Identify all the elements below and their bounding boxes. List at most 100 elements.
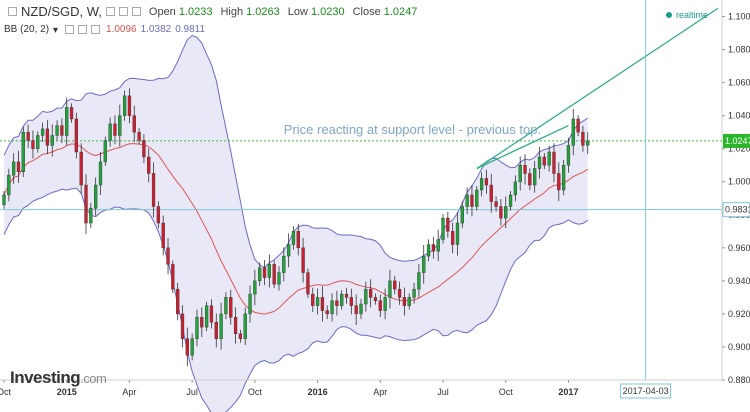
candle-body <box>441 217 445 240</box>
candle-body <box>455 222 460 245</box>
candle-body <box>233 317 238 334</box>
bb-settings-icon[interactable] <box>78 25 88 34</box>
candle-body <box>552 151 556 174</box>
candle-body <box>388 280 392 298</box>
candle-body <box>36 135 40 149</box>
candle-body <box>576 118 580 133</box>
bb-middle-line <box>3 143 589 315</box>
candle-body <box>108 123 112 141</box>
candle-body <box>446 217 450 232</box>
candle-body <box>504 206 508 219</box>
candle-body <box>176 288 180 315</box>
x-tick-label: Oct <box>248 387 263 397</box>
candle-body <box>195 317 199 339</box>
candle-body <box>547 151 551 166</box>
symbol-label: NZD/SGD, W, <box>21 4 102 19</box>
candle-body <box>204 305 209 328</box>
candle-body <box>436 239 440 252</box>
candle-body <box>397 288 402 298</box>
candle-body <box>306 272 310 295</box>
x-tick-label: 2015 <box>57 387 77 397</box>
cursor-date-label: 2017-04-03 <box>623 386 669 396</box>
candle-body <box>166 247 170 265</box>
trend-line <box>476 7 719 170</box>
candle-body <box>60 125 64 136</box>
candle-body <box>16 161 21 173</box>
candle-body <box>132 115 136 133</box>
x-tick-label: 2016 <box>308 387 328 397</box>
candle-body <box>586 140 590 146</box>
bb-close-icon[interactable] <box>91 25 101 34</box>
low-value: 1.0230 <box>310 5 345 18</box>
candle-body <box>156 206 161 224</box>
realtime-indicator: realtime <box>666 10 708 20</box>
visibility-toggle-icon[interactable] <box>8 7 17 16</box>
candle-body <box>431 244 436 252</box>
bb-dropdown-icon[interactable]: ▾ <box>53 25 59 36</box>
candle-body <box>335 300 339 306</box>
y-tick-label: 1.1000 <box>728 12 750 22</box>
ohlc-legend: NZD/SGD, W, Open 1.0233 High 1.0263 Low … <box>4 4 417 19</box>
candle-body <box>475 189 479 207</box>
candle-body <box>460 206 464 224</box>
candle-body <box>224 297 228 315</box>
settings-icon[interactable] <box>118 7 128 16</box>
candle-body <box>69 107 74 120</box>
candle-body <box>489 184 493 202</box>
high-label: High <box>220 5 244 18</box>
candle-body <box>378 300 382 311</box>
eye-icon[interactable] <box>105 7 115 16</box>
candle-body <box>229 297 233 318</box>
candle-body <box>55 125 59 136</box>
candle-body <box>161 222 165 249</box>
candle-body <box>7 174 11 196</box>
candle-body <box>89 207 93 224</box>
bb-band-fill <box>4 35 588 412</box>
candle-body <box>296 231 300 249</box>
candle-body <box>200 317 204 328</box>
bb-legend: BB (20, 2) ▾ 1.0096 1.0382 0.9811 <box>4 24 206 36</box>
candle-body <box>248 293 252 315</box>
candle-body <box>422 255 426 273</box>
candle-body <box>185 338 189 356</box>
high-value: 1.0263 <box>246 5 280 18</box>
candle-body <box>311 293 315 306</box>
candle-body <box>171 264 175 290</box>
candle-body <box>267 264 271 278</box>
candle-body <box>45 128 50 146</box>
candle-body <box>291 231 296 245</box>
candle-body <box>499 206 503 219</box>
close-icon[interactable] <box>131 7 141 16</box>
logo-suffix: .com <box>80 371 107 386</box>
candle-body <box>151 173 156 207</box>
candle-body <box>417 272 421 290</box>
candle-body <box>84 184 88 224</box>
x-tick-label: Oct <box>499 387 514 397</box>
candle-body <box>426 244 431 257</box>
candle-body <box>364 288 368 305</box>
candle-body <box>451 231 455 245</box>
candle-body <box>354 305 358 315</box>
chart-header: NZD/SGD, W, Open 1.0233 High 1.0263 Low … <box>0 0 700 36</box>
candle-body <box>142 140 146 158</box>
candle-body <box>344 293 349 298</box>
candle-body <box>465 194 469 207</box>
candle-body <box>412 288 416 298</box>
candle-body <box>21 131 25 173</box>
candle-body <box>528 173 532 186</box>
candle-body <box>40 128 45 136</box>
candle-body <box>301 247 305 273</box>
candle-body <box>2 194 6 206</box>
y-tick-label: 1.0400 <box>728 111 750 121</box>
bb-eye-icon[interactable] <box>65 25 75 34</box>
candle-body <box>561 165 566 191</box>
candle-body <box>537 156 542 169</box>
candle-body <box>238 333 243 339</box>
candle-body <box>74 118 79 153</box>
candle-body <box>282 255 286 273</box>
y-tick-label: 1.0800 <box>728 45 750 55</box>
bb-lower-value: 0.9811 <box>175 24 206 35</box>
candle-body <box>118 115 122 136</box>
